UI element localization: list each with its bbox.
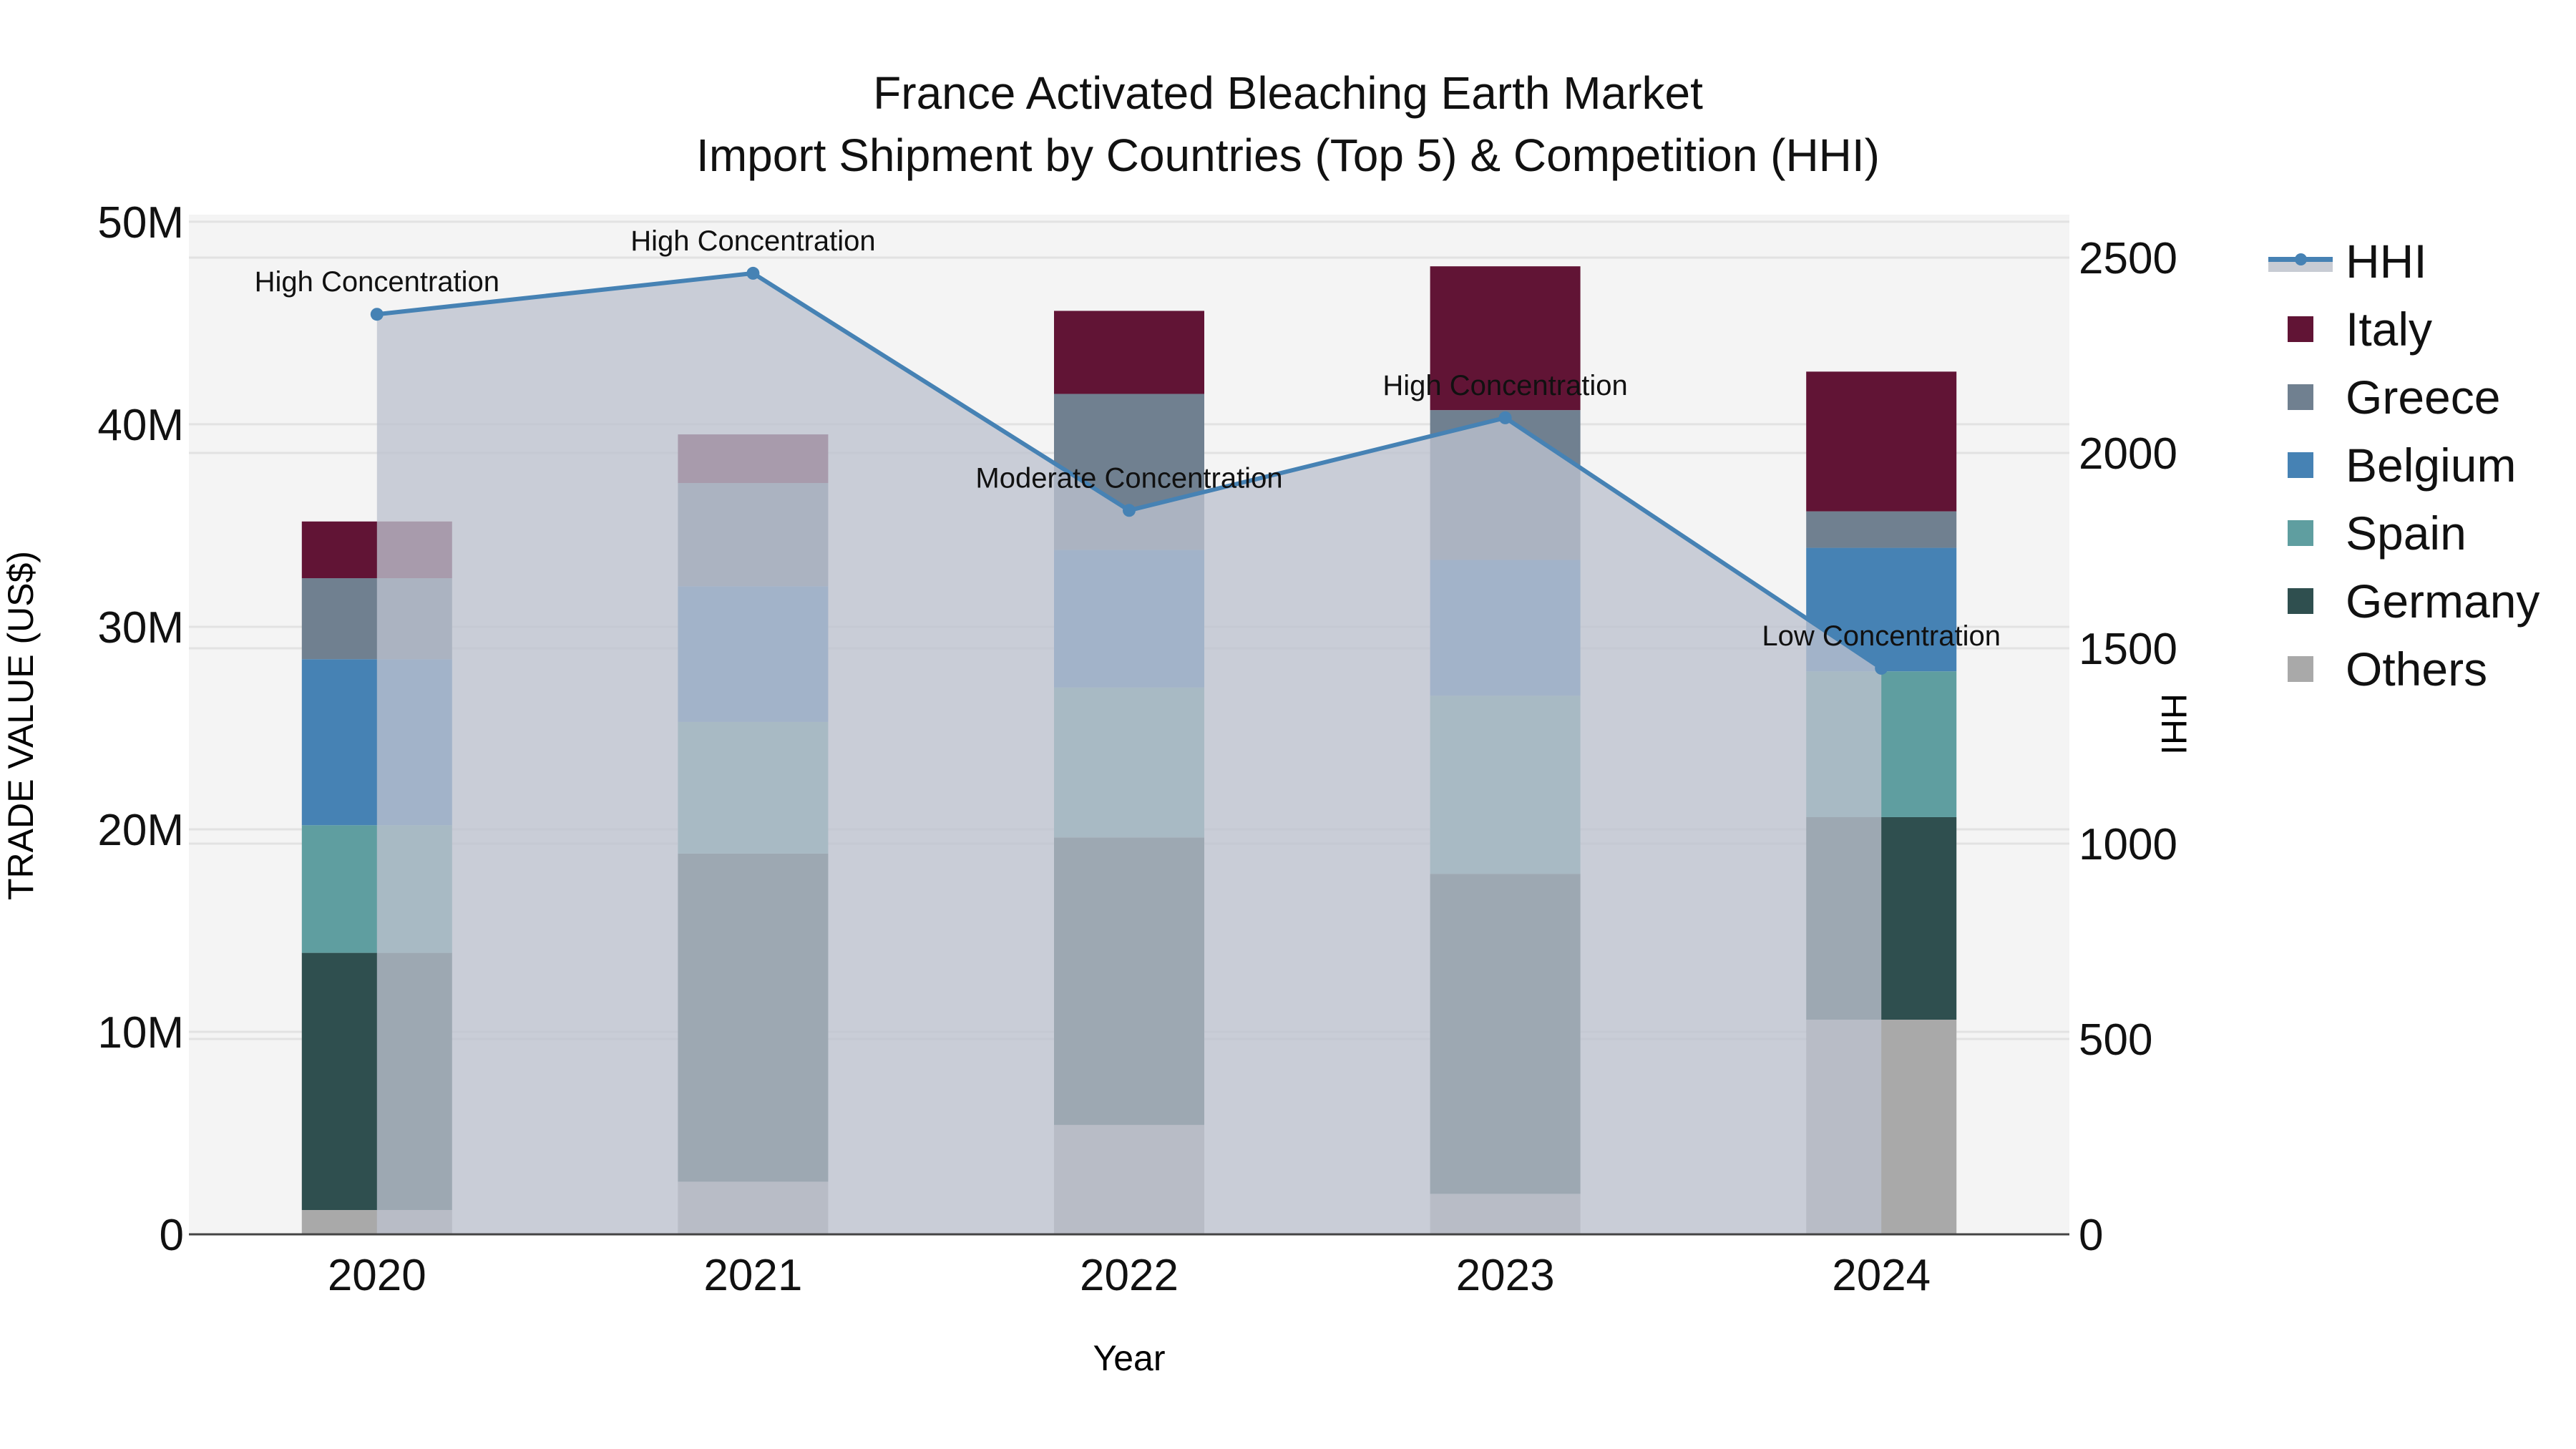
- y-tick-label: 30M: [97, 603, 184, 653]
- x-tick-label: 2024: [1832, 1251, 1931, 1300]
- y-axis-title: TRADE VALUE (US$): [1, 551, 41, 900]
- y-tick-label: 10M: [97, 1008, 184, 1058]
- italy-swatch-icon: [2288, 316, 2313, 342]
- hhi-annotation: Low Concentration: [1762, 620, 2001, 652]
- hhi-annotations: High Concentration High Concentration Mode…: [255, 225, 2001, 652]
- legend-item-germany[interactable]: Germany: [2268, 569, 2576, 633]
- legend-label: Greece: [2346, 371, 2501, 424]
- hhi-annotation: High Concentration: [255, 266, 499, 298]
- y-tick-label: 50M: [97, 198, 184, 248]
- legend-label: Others: [2346, 643, 2488, 696]
- bar-segment-greece[interactable]: [1806, 511, 1957, 548]
- legend-item-greece[interactable]: Greece: [2268, 365, 2576, 429]
- y2-axis-title: HHI: [2154, 693, 2194, 755]
- y-axis-ticks: 0 10M 20M 30M 40M 50M: [97, 198, 184, 1260]
- hhi-point-2022[interactable]: [1123, 504, 1136, 517]
- y2-tick-label: 1000: [2079, 820, 2177, 869]
- hhi-area: [376, 273, 1882, 1235]
- legend-item-belgium[interactable]: Belgium: [2268, 433, 2576, 497]
- y2-tick-label: 500: [2079, 1015, 2152, 1065]
- spain-swatch-icon: [2288, 520, 2313, 546]
- hhi-area-swatch-icon: [2268, 259, 2333, 272]
- x-tick-label: 2023: [1456, 1251, 1555, 1300]
- x-tick-label: 2022: [1080, 1251, 1179, 1300]
- y2-tick-label: 0: [2079, 1211, 2103, 1260]
- germany-swatch-icon: [2288, 588, 2313, 614]
- y-tick-label: 20M: [97, 806, 184, 855]
- bar-segment-italy[interactable]: [1054, 311, 1204, 394]
- x-axis-ticks: 2020 2021 2022 2023 2024: [328, 1251, 1931, 1300]
- hhi-annotation: High Concentration: [1382, 370, 1627, 401]
- legend-item-spain[interactable]: Spain: [2268, 501, 2576, 565]
- hhi-marker-icon: [2295, 253, 2307, 265]
- legend-label: Spain: [2346, 507, 2467, 560]
- hhi-annotation: High Concentration: [630, 225, 875, 257]
- hhi-point-2020[interactable]: [370, 308, 384, 321]
- greece-swatch-icon: [2288, 384, 2313, 410]
- x-tick-label: 2020: [328, 1251, 426, 1300]
- hhi-line: [370, 266, 1888, 675]
- hhi-area-fill: [376, 273, 1882, 1235]
- legend-label: Italy: [2346, 303, 2433, 356]
- hhi-point-2023[interactable]: [1498, 411, 1512, 424]
- hhi-point-2021[interactable]: [746, 266, 760, 280]
- legend-label: HHI: [2346, 235, 2427, 288]
- legend-item-italy[interactable]: Italy: [2268, 297, 2576, 361]
- others-swatch-icon: [2288, 656, 2313, 682]
- y2-tick-label: 2500: [2079, 234, 2177, 283]
- x-tick-label: 2021: [703, 1251, 802, 1300]
- y2-axis-ticks: 0 500 1000 1500 2000 2500: [2079, 234, 2177, 1260]
- bar-segment-italy[interactable]: [1806, 371, 1957, 512]
- hhi-point-2024[interactable]: [1875, 661, 1888, 675]
- y2-tick-label: 1500: [2079, 625, 2177, 674]
- hhi-annotation: Moderate Concentration: [975, 462, 1282, 494]
- chart-title-line1: France Activated Bleaching Earth Market: [873, 67, 1703, 119]
- belgium-swatch-icon: [2288, 452, 2313, 478]
- y2-tick-label: 2000: [2079, 429, 2177, 479]
- y-tick-label: 0: [160, 1211, 184, 1260]
- legend-item-hhi[interactable]: HHI: [2268, 229, 2576, 293]
- y-tick-label: 40M: [97, 401, 184, 450]
- x-axis-title: Year: [1093, 1338, 1165, 1378]
- legend-label: Germany: [2346, 575, 2540, 628]
- chart-title-line2: Import Shipment by Countries (Top 5) & C…: [696, 130, 1880, 181]
- bar-segment-italy[interactable]: [1430, 266, 1581, 411]
- legend-label: Belgium: [2346, 439, 2517, 492]
- legend-item-others[interactable]: Others: [2268, 637, 2576, 701]
